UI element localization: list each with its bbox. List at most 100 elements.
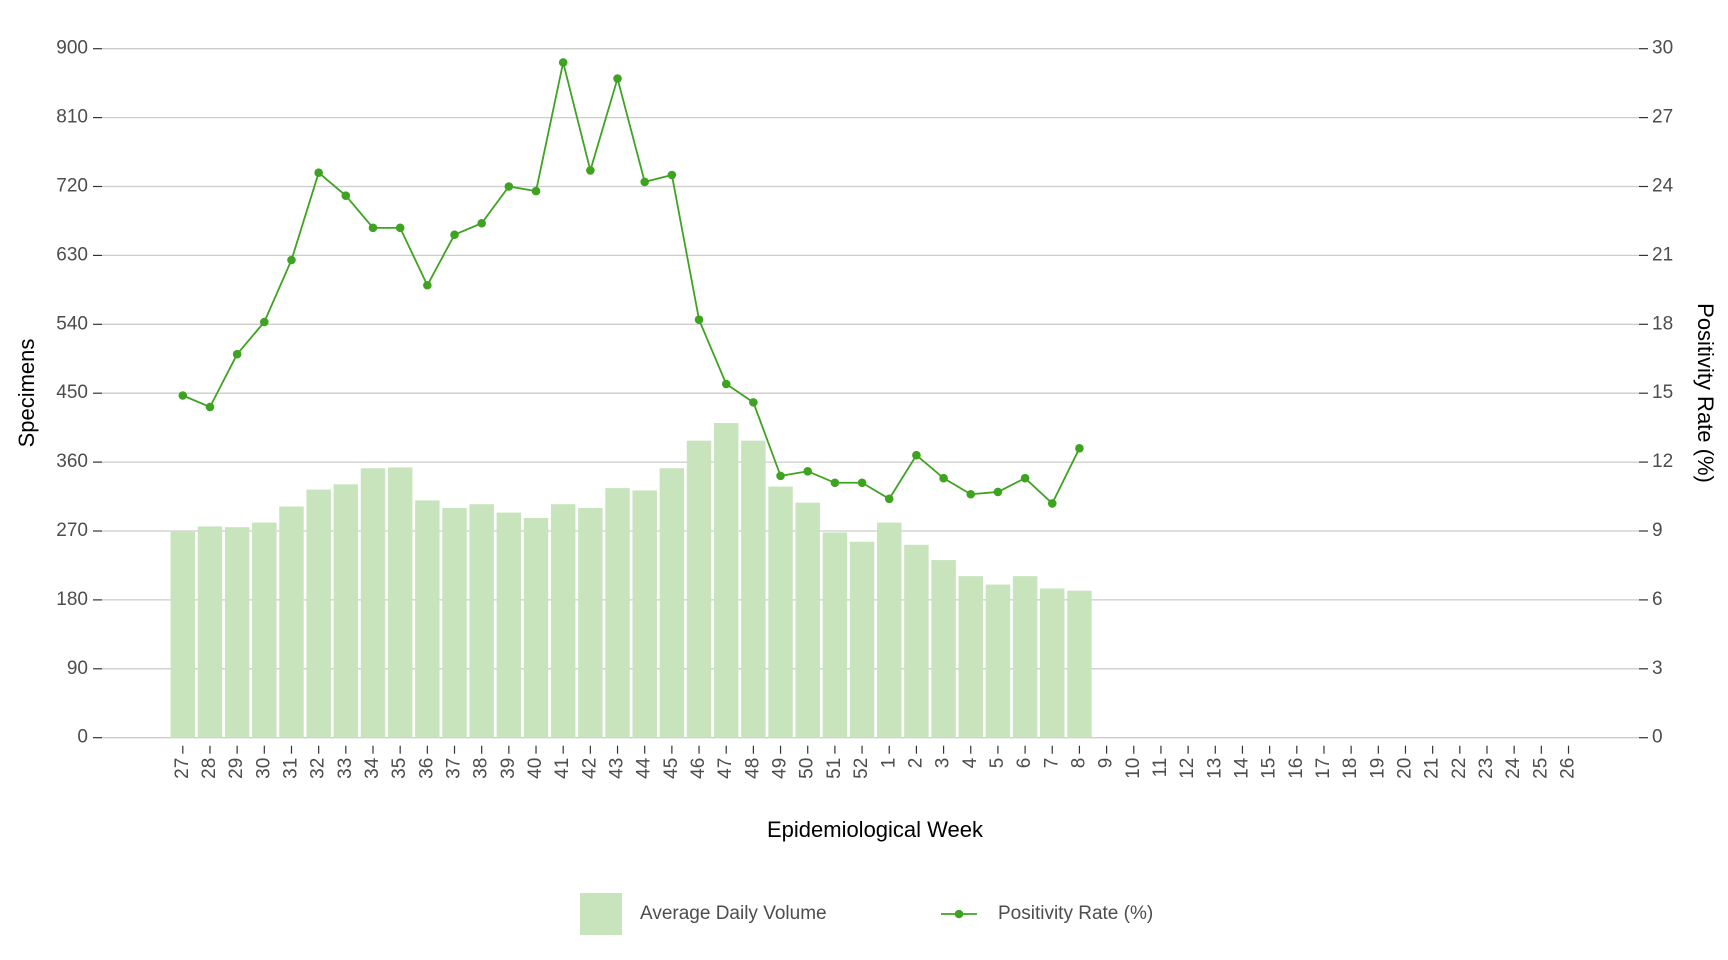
y2-axis-title: Positivity Rate (%) [1693, 303, 1718, 483]
x-tick-label: 52 [851, 758, 872, 779]
point [803, 466, 813, 476]
x-tick-label: 51 [824, 758, 845, 779]
x-tick-label: 49 [770, 758, 791, 779]
x-tick-label: 2 [905, 758, 926, 769]
x-tick-label: 27 [172, 758, 193, 779]
point [504, 182, 514, 191]
point [830, 478, 840, 488]
x-tick-label: 38 [471, 758, 492, 779]
y-axis-title: Specimens [14, 339, 39, 448]
bar [496, 512, 522, 738]
x-tick-label: 13 [1204, 758, 1225, 779]
bar [333, 484, 359, 738]
point [776, 471, 785, 481]
grid [102, 48, 1639, 739]
point [1075, 444, 1084, 453]
legend-swatch [580, 893, 622, 935]
x-tick-label: 3 [933, 758, 954, 769]
y2-tick-label: 27 [1652, 107, 1673, 128]
x-tick-label: 6 [1014, 758, 1035, 769]
x-tick-label: 12 [1177, 758, 1198, 779]
bar [904, 544, 929, 738]
point [341, 191, 351, 200]
line [182, 62, 1081, 505]
bar [578, 508, 603, 738]
x-tick-label: 29 [226, 758, 247, 779]
point [1047, 499, 1057, 508]
point [314, 168, 323, 178]
x-tick-label: 34 [362, 757, 383, 779]
x-tick-label: 7 [1041, 758, 1062, 769]
y2-tick-label: 24 [1652, 176, 1674, 197]
x-tick-label: 44 [634, 757, 655, 779]
x-tick-label: 32 [308, 758, 329, 779]
x-tick-label: 47 [715, 758, 736, 779]
bar [469, 504, 494, 738]
point [721, 379, 731, 389]
y-tick-label: 360 [56, 451, 88, 472]
y-tick-label: 90 [67, 658, 88, 679]
x-tick-label: 21 [1422, 758, 1443, 779]
y2-tick-label: 21 [1652, 244, 1673, 265]
point [1020, 473, 1030, 483]
point [694, 315, 704, 325]
bar [550, 504, 576, 738]
point [939, 473, 948, 483]
bar [415, 500, 440, 738]
point [205, 402, 215, 412]
point [749, 398, 758, 407]
bar [686, 440, 712, 738]
y2-tick-label: 0 [1652, 727, 1663, 748]
y-tick-label: 180 [56, 589, 88, 610]
point [287, 255, 296, 265]
x-tick-label: 33 [335, 758, 356, 779]
x-tick-label: 46 [688, 758, 709, 779]
bar [197, 526, 223, 738]
y2-tick-label: 12 [1652, 451, 1673, 472]
y2-tick-label: 3 [1652, 658, 1663, 679]
bar [387, 467, 413, 738]
y-tick-label: 720 [56, 176, 88, 197]
bar [659, 468, 685, 738]
x-tick-label: 41 [552, 758, 573, 779]
x-tick-label: 28 [199, 758, 220, 779]
x-tick-label: 14 [1231, 757, 1252, 779]
point [232, 349, 242, 359]
bar [170, 531, 196, 738]
x-tick-label: 20 [1394, 758, 1415, 779]
bar [1067, 590, 1092, 738]
bar [713, 423, 739, 738]
y-tick-label: 630 [56, 244, 88, 265]
bar [523, 517, 549, 738]
point [368, 223, 378, 233]
x-axis-title: Epidemiological Week [767, 817, 984, 842]
x-tick-label: 30 [253, 758, 274, 779]
point [857, 478, 867, 488]
bar [360, 468, 386, 738]
bar [279, 506, 304, 738]
bar [795, 502, 820, 738]
point [667, 170, 677, 180]
bar [958, 576, 983, 738]
x-tick-label: 43 [607, 758, 628, 779]
x-tick-label: 26 [1558, 758, 1579, 779]
x-tick-label: 39 [498, 758, 519, 779]
x-tick-label: 45 [661, 758, 682, 779]
bar [931, 560, 956, 738]
y2-tick-label: 30 [1652, 38, 1673, 59]
bar [849, 541, 875, 738]
y2-tick-label: 15 [1652, 382, 1673, 403]
x-tick-label: 10 [1123, 758, 1144, 779]
x-tick-label: 48 [742, 758, 763, 779]
x-tick-label: 17 [1313, 758, 1334, 779]
y2-tick-label: 9 [1652, 520, 1663, 541]
x-tick-label: 35 [389, 758, 410, 779]
bar [1012, 576, 1038, 738]
legend-point [954, 909, 964, 919]
x-tick-label: 23 [1476, 758, 1497, 779]
x-tick-label: 22 [1449, 758, 1470, 779]
point [640, 177, 649, 187]
bar [306, 489, 331, 738]
x-tick-label: 50 [797, 758, 818, 779]
